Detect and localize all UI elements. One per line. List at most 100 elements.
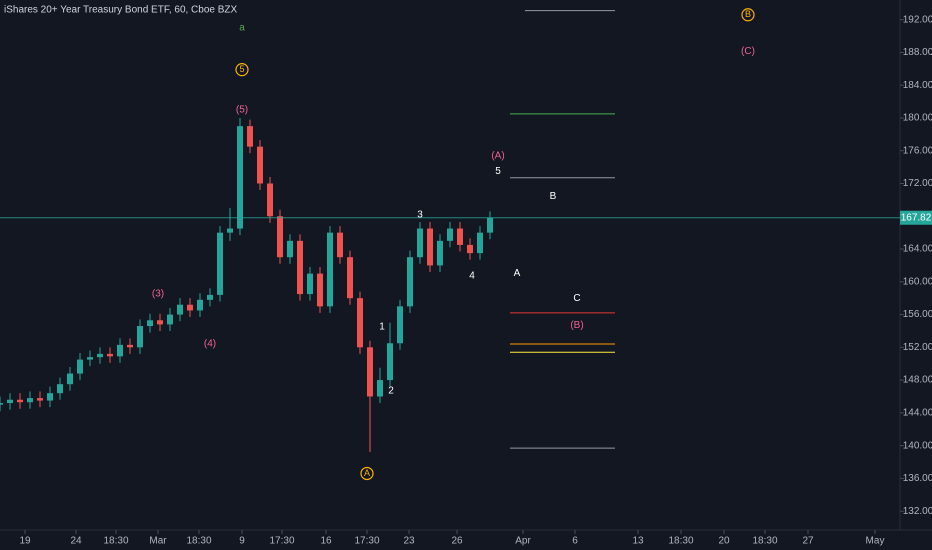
annotation-circle (360, 466, 374, 481)
candle-body (387, 343, 393, 381)
last-price-label: 167.82 (901, 212, 932, 223)
wave-label: 4 (469, 271, 475, 282)
candle-body (237, 126, 243, 229)
candle-body (167, 314, 173, 325)
x-tick-label: 18:30 (752, 536, 777, 547)
wave-label: a (239, 22, 245, 33)
y-tick-label: 176.00 (903, 145, 932, 156)
candle-body (267, 183, 273, 217)
wave-label: (5) (236, 104, 248, 115)
x-tick-label: 23 (403, 536, 415, 547)
candle-body (197, 299, 203, 311)
x-tick-label: 13 (632, 536, 644, 547)
y-tick-label: 192.00 (903, 14, 932, 25)
candle-body (417, 228, 423, 258)
y-tick-label: 144.00 (903, 407, 932, 418)
y-tick-label: 172.00 (903, 178, 932, 189)
chart-title: iShares 20+ Year Treasury Bond ETF, 60, … (4, 5, 238, 16)
candle-body (317, 273, 323, 307)
last-price-box (900, 210, 932, 225)
candle-body (147, 320, 153, 327)
candle-body (57, 384, 63, 394)
candle-body (297, 240, 303, 295)
candle-body (7, 399, 13, 404)
x-tick-label: 18:30 (186, 536, 211, 547)
candle-body (357, 298, 363, 348)
candle-body (177, 304, 183, 315)
wave-label: B (550, 191, 557, 202)
x-tick-label: 27 (802, 536, 814, 547)
x-tick-label: 18:30 (103, 536, 128, 547)
x-tick-label: 19 (19, 536, 31, 547)
x-tick-label: Mar (149, 536, 167, 547)
candle-body (327, 232, 333, 307)
candle-body (477, 232, 483, 254)
candle-body (277, 216, 283, 258)
candle-body (157, 320, 163, 325)
y-tick-label: 140.00 (903, 440, 932, 451)
wave-label: 5 (495, 166, 501, 177)
x-tick-label: 18:30 (668, 536, 693, 547)
candle-body (0, 403, 3, 405)
candle-body (17, 399, 23, 403)
wave-label: 3 (417, 209, 423, 220)
candle-body (437, 240, 443, 266)
wave-label: C (573, 293, 580, 304)
wave-label: 5 (239, 64, 244, 74)
x-tick-label: Apr (515, 536, 531, 547)
wave-label: A (514, 268, 521, 279)
candle-body (27, 398, 33, 403)
x-tick-label: May (866, 536, 885, 547)
y-tick-label: 184.00 (903, 80, 932, 91)
wave-label: (B) (570, 320, 583, 331)
candle-body (37, 398, 43, 401)
wave-label: 2 (388, 385, 394, 396)
candle-body (227, 228, 233, 233)
x-tick-label: 17:30 (354, 536, 379, 547)
candle-body (77, 359, 83, 374)
x-tick-label: 17:30 (269, 536, 294, 547)
wave-label: (4) (204, 339, 216, 350)
annotation-circle (741, 8, 755, 22)
y-tick-label: 164.00 (903, 244, 932, 255)
candle-body (247, 126, 253, 147)
wave-label: (A) (491, 150, 504, 161)
candle-body (217, 232, 223, 295)
candle-body (67, 373, 73, 385)
candle-body (467, 244, 473, 254)
x-tick-label: 16 (320, 536, 332, 547)
candle-body (347, 257, 353, 299)
wave-label: A (364, 468, 370, 478)
candle-body (407, 257, 413, 307)
candle-body (397, 306, 403, 344)
y-tick-label: 188.00 (903, 47, 932, 58)
y-tick-label: 148.00 (903, 375, 932, 386)
wave-label: B (745, 9, 751, 19)
y-tick-label: 156.00 (903, 309, 932, 320)
y-tick-label: 160.00 (903, 276, 932, 287)
wave-label: (C) (741, 46, 755, 57)
candle-body (97, 353, 103, 358)
y-tick-label: 180.00 (903, 113, 932, 124)
candle-body (127, 344, 133, 348)
candle-body (427, 228, 433, 266)
y-tick-label: 132.00 (903, 506, 932, 517)
candle-body (457, 228, 463, 245)
x-tick-label: 26 (451, 536, 463, 547)
x-tick-label: 24 (70, 536, 82, 547)
y-tick-label: 152.00 (903, 342, 932, 353)
candle-body (377, 380, 383, 397)
candle-body (337, 232, 343, 258)
candle-body (487, 217, 493, 233)
candle-body (447, 228, 453, 241)
x-tick-label: 20 (718, 536, 730, 547)
wave-label: 1 (379, 321, 385, 332)
y-tick-label: 136.00 (903, 473, 932, 484)
candle-body (257, 146, 263, 184)
x-tick-label: 6 (572, 536, 578, 547)
wave-label: (3) (152, 289, 164, 300)
candle-body (87, 357, 93, 360)
candle-body (307, 273, 313, 295)
annotation-circle (235, 63, 249, 77)
